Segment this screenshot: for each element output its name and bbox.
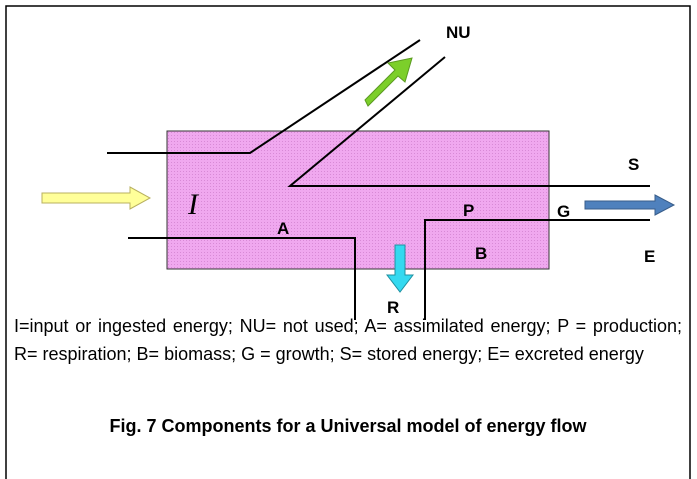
label-r: R <box>387 298 399 317</box>
caption: I=input or ingested energy; NU= not used… <box>14 316 682 364</box>
compartment <box>166 130 550 270</box>
label-nu: NU <box>446 23 471 42</box>
nu-arrow <box>364 57 413 107</box>
label-g: G <box>557 202 570 221</box>
label-a: A <box>277 219 289 238</box>
frame <box>5 5 691 479</box>
input-arrow <box>41 186 152 210</box>
flow-lines <box>107 39 650 320</box>
label-b: B <box>475 244 487 263</box>
figure-title: Fig. 7 Components for a Universal model … <box>109 416 587 436</box>
g-arrow <box>584 194 676 216</box>
label-s: S <box>628 155 639 174</box>
r-arrow <box>385 244 415 293</box>
label-e: E <box>644 247 655 266</box>
label-p: P <box>463 201 474 220</box>
label-i: I <box>187 188 200 221</box>
